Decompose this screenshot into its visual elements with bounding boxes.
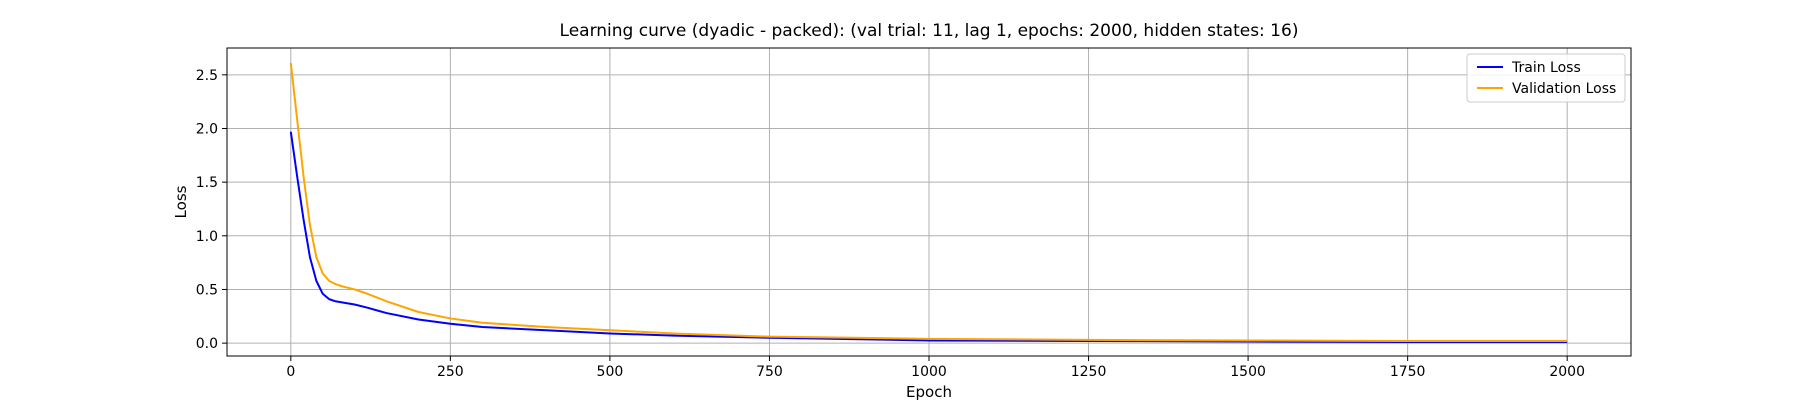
x-tick-label: 500 — [597, 364, 624, 380]
y-tick-label: 0.5 — [196, 282, 218, 298]
x-tick-label: 1500 — [1230, 364, 1266, 380]
chart-title: Learning curve (dyadic - packed): (val t… — [560, 21, 1299, 41]
y-tick-label: 2.0 — [196, 121, 218, 137]
series-line-validation-loss — [289, 62, 1568, 342]
x-tick-label: 250 — [437, 364, 464, 380]
x-tick-label: 1750 — [1390, 364, 1426, 380]
y-tick-label: 2.5 — [196, 68, 218, 84]
legend: Train Loss Validation Loss — [1466, 53, 1626, 103]
y-tick-label: 1.0 — [196, 229, 218, 245]
legend-box — [1466, 53, 1626, 103]
series-line-train-loss — [289, 131, 1568, 344]
legend-label-train-loss: Train Loss — [1511, 60, 1581, 76]
y-tick-label: 1.5 — [196, 175, 218, 191]
plot-lines — [289, 62, 1568, 344]
y-tick-label: 0.0 — [196, 336, 218, 352]
x-tick-label: 0 — [286, 364, 295, 380]
x-tick-label: 2000 — [1549, 364, 1585, 380]
legend-label-validation-loss: Validation Loss — [1512, 81, 1616, 97]
x-axis-label: Epoch — [906, 383, 952, 400]
y-axis-label: Loss — [172, 185, 190, 218]
axis-ticks: 0 250 500 750 1000 1250 1500 1750 2000 0.0 0.5 1.0 1… — [196, 68, 1585, 380]
x-tick-label: 1250 — [1071, 364, 1107, 380]
x-tick-label: 1000 — [911, 364, 947, 380]
x-tick-label: 750 — [756, 364, 783, 380]
